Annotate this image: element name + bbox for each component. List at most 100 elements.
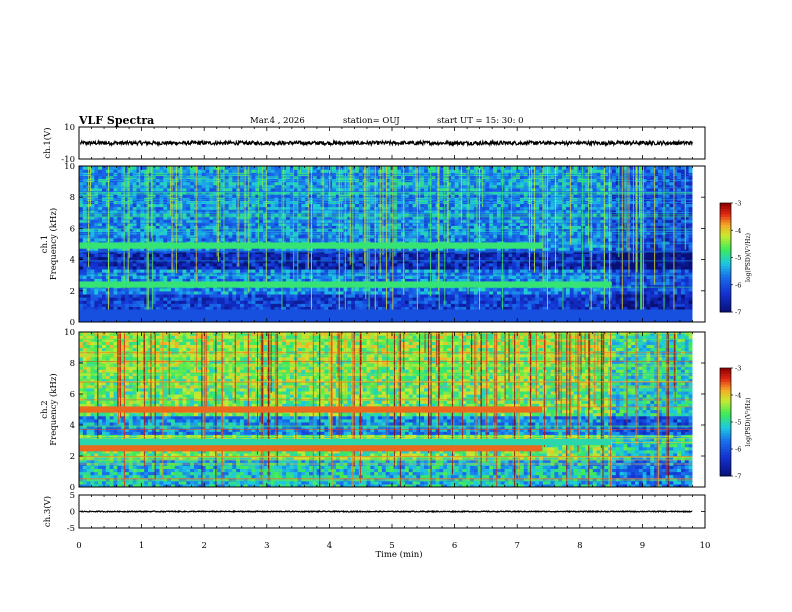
spheric-streak [494,332,496,457]
spheric-streak [618,166,620,258]
spheric-streak [138,166,140,186]
spheric-streak [419,166,421,211]
colorbar-cell [720,265,731,269]
spheric-streak [307,166,309,269]
colorbar-cell [720,459,731,463]
transmitter-line [79,381,705,383]
y-axis-label: ch.3(V) [42,496,53,527]
spheric-streak [478,166,480,238]
spheric-streak [154,332,156,480]
start-time-label: start UT = 15: 30: 0 [437,116,524,126]
transmitter-line [79,478,705,479]
colorbar-cell [720,282,731,286]
spheric-streak [248,166,250,293]
spheric-streak [636,166,638,273]
transmitter-line [79,456,705,458]
spheric-streak [451,332,453,475]
spheric-streak [398,332,400,413]
colorbar-cell [720,238,731,242]
spheric-streak [518,332,520,478]
y-tick-label: 5 [70,491,75,501]
spheric-streak [90,166,92,206]
colorbar-cell [720,422,731,426]
colorbar-cell [720,435,731,439]
station-label: station= OUJ [343,116,400,126]
spheric-streak [566,332,568,487]
transmitter-line [79,236,705,238]
spheric-streak [267,332,269,469]
spheric-streak [589,332,591,410]
colorbar-cell [720,432,731,436]
spheric-streak [366,166,368,282]
colorbar-cell [720,303,731,307]
spheric-streak [265,166,267,285]
emission-band [79,406,543,413]
spheric-streak [476,166,478,241]
colorbar-cell [720,306,731,310]
colorbar-cell [720,370,731,374]
spheric-streak [562,166,564,322]
spheric-streak [428,332,430,453]
spheric-streak [150,332,152,423]
spheric-streak [143,332,145,385]
spheric-streak [143,332,145,467]
colorbar-cell [720,295,731,299]
spheric-streak [257,166,259,244]
colorbar-tick-label: -7 [735,309,741,317]
y-tick-label: -5 [67,524,75,534]
spheric-streak [424,332,426,353]
colorbar-cell [720,276,731,280]
colorbar-cell [720,427,731,431]
x-tick-label: 10 [700,541,711,551]
spheric-streak [244,166,246,247]
spheric-streak [582,166,584,271]
spheric-streak [221,332,223,487]
colorbar-tick-label: -3 [735,200,741,208]
ch3-waveform-panel: 5 0 -5 ch.3(V) [42,491,706,534]
x-tick-label: 6 [452,541,457,551]
spheric-streak [554,332,556,393]
spheric-streak [621,166,623,322]
y-axis-label: ch.1 [40,235,50,253]
spheric-streak [544,166,546,278]
transmitter-line [79,214,705,216]
transmitter-line [79,219,705,221]
spheric-streak [580,332,582,376]
colorbar-cell [720,419,731,423]
emission-band [79,438,612,446]
transmitter-line [79,216,705,218]
colorbar-cell [720,443,731,447]
colorbar-cell [720,389,731,393]
transmitter-line [79,193,705,195]
transmitter-line [79,273,705,275]
spheric-streak [640,166,642,172]
colorbar-cell [720,449,731,453]
spheric-streak [674,332,676,403]
colorbar-cell [720,457,731,461]
transmitter-line [79,361,705,362]
transmitter-line [79,399,705,401]
y-tick-label: 10 [64,162,75,172]
colorbar-cell [720,301,731,305]
date-label: Mar.4 , 2026 [250,116,305,126]
spheric-streak [386,332,388,467]
y-tick-label: 10 [64,123,75,133]
transmitter-line [79,479,705,481]
emission-band [79,281,612,288]
spheric-streak [600,332,602,448]
spheric-streak [508,332,510,382]
transmitter-line [79,211,705,213]
transmitter-line [79,438,705,440]
spheric-streak [467,166,469,295]
spheric-streak [196,332,198,373]
x-tick-label: 9 [640,541,645,551]
spheric-streak [379,166,381,276]
y-tick-label: 6 [70,224,75,234]
spheric-streak [319,332,321,487]
y-axis-label: ch.2 [40,400,50,418]
spheric-streak [344,332,346,417]
spheric-streak [474,332,476,403]
spheric-streak [486,332,488,462]
emission-band [79,309,693,322]
colorbar-cell [720,416,731,420]
